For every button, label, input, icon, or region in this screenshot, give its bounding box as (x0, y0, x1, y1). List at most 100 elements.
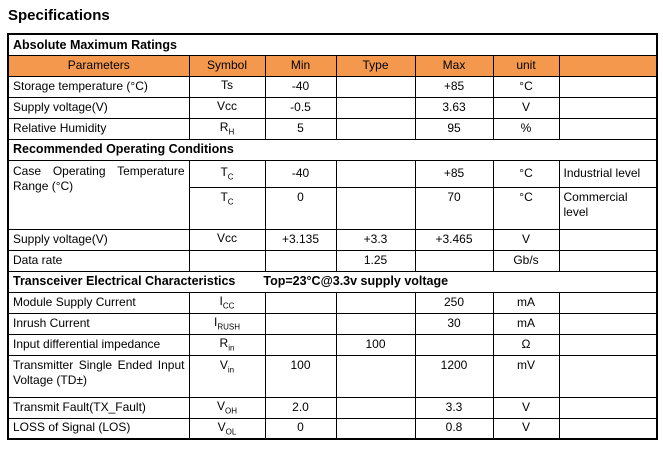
table-row: Input differential impedance Rin 100 Ω (7, 333, 658, 356)
column-header-max: Max (414, 54, 494, 77)
note-cell (558, 117, 658, 140)
min-cell (264, 312, 337, 335)
note-cell (558, 417, 658, 440)
unit-cell: V (492, 417, 560, 440)
specifications-table: Absolute Maximum Ratings Parameters Symb… (7, 33, 659, 440)
symbol-cell (188, 249, 266, 272)
type-cell (335, 396, 416, 419)
max-cell: 3.3 (414, 396, 494, 419)
unit-cell: °C (492, 159, 560, 188)
type-cell: 100 (335, 333, 416, 356)
symbol-subscript: OL (225, 427, 237, 437)
table-row: TC 0 70 °C Commercial level (8, 186, 658, 230)
symbol-cell: TC (188, 186, 266, 230)
type-cell (335, 354, 416, 398)
note-cell: Commercial level (558, 186, 658, 230)
type-cell (335, 159, 416, 188)
type-cell (335, 117, 416, 140)
symbol-cell: Vcc (188, 96, 266, 119)
symbol-base: I (213, 315, 218, 330)
symbol-subscript: OH (225, 406, 237, 416)
min-cell: -40 (264, 159, 337, 188)
min-cell (264, 291, 337, 314)
unit-cell: % (492, 117, 560, 140)
min-cell (264, 249, 337, 272)
symbol-base: Ts (221, 78, 233, 93)
min-cell: +3.135 (264, 228, 337, 251)
unit-cell: V (492, 96, 560, 119)
max-cell: 95 (414, 117, 494, 140)
table-row: Transmitter Single Ended Input Voltage (… (7, 354, 658, 398)
type-cell (335, 75, 416, 98)
type-cell: +3.3 (335, 228, 416, 251)
unit-cell: mA (492, 312, 560, 335)
param-cell: Module Supply Current (7, 291, 190, 314)
symbol-cell: VOL (188, 417, 266, 440)
symbol-cell: ICC (188, 291, 266, 314)
symbol-base: Vcc (216, 99, 237, 114)
param-cell: Case Operating Temperature Range (°C) (7, 159, 190, 230)
note-cell (558, 312, 658, 335)
type-cell: 1.25 (335, 249, 416, 272)
symbol-cell: Vin (188, 354, 266, 398)
param-cell: Input differential impedance (7, 333, 190, 356)
max-cell: 70 (414, 186, 494, 230)
note-cell: Industrial level (558, 159, 658, 188)
min-cell: 100 (264, 354, 337, 398)
param-cell: Transmit Fault(TX_Fault) (7, 396, 190, 419)
test-condition: Top=23°C@3.3v supply voltage (263, 274, 449, 289)
max-cell: 1200 (414, 354, 494, 398)
table-row: Data rate 1.25 Gb/s (7, 249, 658, 272)
symbol-cell: Rin (188, 333, 266, 356)
unit-cell: °C (492, 186, 560, 230)
table-row: Storage temperature (°C) Ts -40 +85 °C (7, 75, 658, 98)
min-cell: 0 (264, 417, 337, 440)
table-row: Supply voltage(V) Vcc +3.135 +3.3 +3.465… (7, 228, 658, 251)
note-cell (558, 354, 658, 398)
max-cell: +3.465 (414, 228, 494, 251)
unit-cell: °C (492, 75, 560, 98)
column-header-extra (558, 54, 658, 77)
symbol-base: R (219, 120, 229, 135)
max-cell: 250 (414, 291, 494, 314)
unit-cell: mV (492, 354, 560, 398)
max-cell: 0.8 (414, 417, 494, 440)
min-cell (264, 333, 337, 356)
min-cell: -40 (264, 75, 337, 98)
note-cell (558, 228, 658, 251)
section-header-transceiver-electrical-characteristics: Transceiver Electrical Characteristics To… (7, 270, 658, 293)
symbol-subscript: C (227, 172, 234, 182)
min-cell: -0.5 (264, 96, 337, 119)
param-cell: Inrush Current (7, 312, 190, 335)
table-row: Recommended Operating Conditions (7, 138, 658, 161)
max-cell: 3.63 (414, 96, 494, 119)
max-cell (414, 249, 494, 272)
table-row: Inrush Current IRUSH 30 mA (7, 312, 658, 335)
type-cell (335, 291, 416, 314)
table-row: Case Operating Temperature Range (°C) TC… (7, 159, 658, 230)
section-title: Transceiver Electrical Characteristics (13, 274, 236, 289)
symbol-subscript: in (228, 343, 235, 353)
unit-cell: Ω (492, 333, 560, 356)
note-cell (558, 396, 658, 419)
note-cell (558, 96, 658, 119)
table-row: Relative Humidity RH 5 95 % (7, 117, 658, 140)
table-row: Supply voltage(V) Vcc -0.5 3.63 V (7, 96, 658, 119)
table-row: Transceiver Electrical Characteristics To… (7, 270, 658, 293)
column-header-row: Parameters Symbol Min Type Max unit (7, 54, 658, 77)
section-header-recommended-operating-conditions: Recommended Operating Conditions (7, 138, 658, 161)
unit-cell: V (492, 228, 560, 251)
param-cell: Storage temperature (°C) (7, 75, 190, 98)
page-title: Specifications (8, 7, 110, 24)
table-row: Transmit Fault(TX_Fault) VOH 2.0 3.3 V (7, 396, 658, 419)
column-header-min: Min (264, 54, 337, 77)
symbol-cell: Ts (188, 75, 266, 98)
type-cell (335, 186, 416, 230)
note-cell (558, 249, 658, 272)
symbol-base: T (220, 165, 228, 180)
max-cell (414, 333, 494, 356)
unit-cell: mA (492, 291, 560, 314)
column-header-unit: unit (492, 54, 560, 77)
symbol-subscript: RUSH (217, 322, 240, 332)
min-cell: 0 (264, 186, 337, 230)
